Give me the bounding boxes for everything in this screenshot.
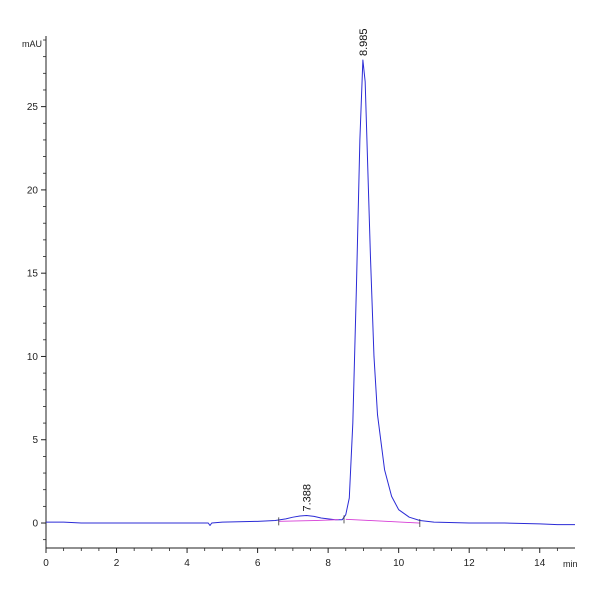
- x-tick-label: 4: [184, 558, 190, 569]
- x-tick-label: 0: [43, 558, 49, 569]
- y-tick-label: 15: [27, 269, 39, 280]
- baseline-segment: [345, 518, 420, 524]
- series-layer: [46, 59, 575, 528]
- peak-label: 8.985: [358, 28, 370, 56]
- y-axis-unit-label: mAU: [22, 39, 42, 49]
- x-tick-label: 10: [393, 558, 405, 569]
- y-tick-label: 5: [32, 435, 38, 446]
- y-tick-label: 25: [27, 102, 39, 113]
- y-tick-label: 10: [27, 352, 39, 363]
- x-tick-label: 12: [464, 558, 476, 569]
- baseline-segment: [278, 519, 339, 522]
- peak-label: 7.388: [302, 484, 314, 512]
- x-tick-label: 8: [325, 558, 331, 569]
- x-axis-unit-label: min: [563, 559, 578, 569]
- chromatogram-trace: [46, 59, 575, 527]
- x-tick-label: 14: [534, 558, 546, 569]
- x-tick-label: 6: [255, 558, 261, 569]
- y-tick-label: 0: [32, 519, 38, 530]
- x-tick-label: 2: [114, 558, 120, 569]
- y-tick-label: 20: [27, 185, 39, 196]
- label-layer: 7.388 8.985: [302, 28, 370, 511]
- axes-layer: 0 2 4 6 8 10 12 14 0 5 10 15 20 25 mAU min: [22, 36, 578, 569]
